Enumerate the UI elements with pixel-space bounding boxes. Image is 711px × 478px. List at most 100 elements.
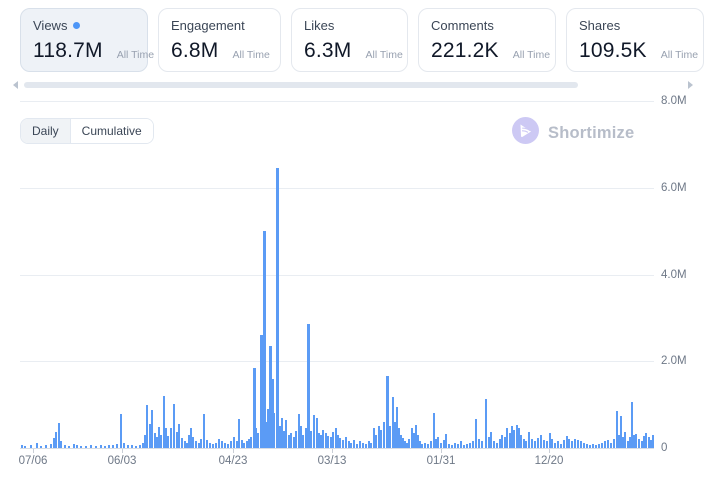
chart-bar: [316, 418, 318, 448]
metric-period: All Time: [512, 49, 551, 61]
chart-bar: [265, 422, 267, 448]
chart-bar: [290, 433, 292, 448]
chart-bar: [40, 446, 42, 448]
chart-bar: [131, 445, 133, 448]
chart-bar: [60, 441, 62, 448]
chart-bar: [139, 445, 141, 448]
chart-bar: [276, 168, 279, 448]
chart-bar: [135, 446, 137, 448]
chart-bar: [116, 444, 118, 448]
chart-bar: [427, 444, 429, 448]
chart-bar: [460, 441, 462, 448]
chart-bar: [255, 428, 257, 448]
chart-bar: [330, 437, 332, 448]
chart-bar: [318, 433, 320, 448]
chart-bar: [339, 438, 341, 448]
shortimize-logo-icon: [512, 117, 539, 149]
chart-bar: [298, 414, 300, 448]
chart-bar: [375, 435, 377, 448]
x-axis-tick: [441, 449, 442, 453]
chart-bar: [100, 445, 102, 448]
chart-bar: [58, 423, 60, 448]
metric-card-engagement[interactable]: Engagement 6.8M All Time: [158, 8, 281, 72]
chart-bar: [267, 409, 269, 448]
chart-bar: [215, 443, 217, 448]
chart-bar: [613, 439, 615, 448]
chart-bar: [392, 397, 394, 448]
chart-bar: [549, 433, 551, 448]
chart-bar: [386, 376, 389, 448]
chart-bar: [475, 419, 477, 448]
chart-bar: [198, 443, 200, 448]
metric-card-shares[interactable]: Shares 109.5K All Time: [566, 8, 704, 72]
chart-bar: [322, 430, 324, 448]
chart-bar: [633, 435, 635, 448]
chart-bar: [551, 439, 553, 448]
chart-bar: [509, 433, 511, 448]
chart-bar: [607, 440, 609, 448]
chart-bar: [163, 396, 165, 448]
chart-bar: [457, 444, 459, 448]
chart-bar: [188, 435, 190, 448]
chart-bar: [90, 445, 92, 448]
chart-bar: [288, 435, 290, 448]
y-axis-label: 8.0M: [661, 95, 687, 107]
chart-bar: [30, 445, 32, 448]
chart-bar: [269, 346, 272, 448]
chart-bar: [378, 426, 380, 448]
chart-bar: [257, 433, 259, 448]
chart-bar: [583, 443, 585, 448]
chart-bar: [518, 428, 520, 448]
x-axis-tick: [33, 449, 34, 453]
chart-bar: [528, 432, 530, 448]
gridline: [20, 274, 654, 276]
chart-bar: [485, 399, 487, 448]
chart-bar: [165, 428, 167, 448]
chart-bar: [190, 428, 192, 448]
metric-value: 6.3M: [304, 39, 352, 62]
chart-bar: [448, 444, 450, 448]
metric-period: All Time: [232, 49, 270, 61]
chart-bar: [506, 428, 508, 448]
chart-bar: [104, 446, 106, 448]
chart-bar: [635, 434, 637, 448]
metric-cards-row: Views 118.7M All Time Engagement 6.8M Al…: [20, 8, 704, 72]
chart-bar: [55, 432, 57, 448]
chart-bar: [499, 439, 501, 448]
chart-bar: [577, 440, 579, 448]
chart-bar: [233, 437, 235, 448]
metric-card-likes[interactable]: Likes 6.3M All Time: [291, 8, 408, 72]
scroll-right-icon[interactable]: [688, 81, 693, 89]
chart-bar: [402, 438, 404, 448]
chart-bar: [85, 446, 87, 448]
chart-bar: [337, 435, 339, 448]
chart-bar: [546, 441, 548, 448]
scroll-left-icon[interactable]: [13, 81, 18, 89]
chart-bar: [504, 437, 506, 448]
cards-horizontal-scrollbar[interactable]: [24, 82, 578, 88]
chart-bar: [332, 432, 334, 448]
chart-bar: [531, 439, 533, 448]
chart-bar: [200, 439, 202, 448]
metric-card-views[interactable]: Views 118.7M All Time: [20, 8, 154, 72]
cumulative-toggle-button[interactable]: Cumulative: [69, 119, 153, 143]
daily-toggle-button[interactable]: Daily: [21, 119, 70, 143]
chart-bar: [127, 445, 129, 448]
chart-bar: [342, 440, 344, 448]
chart-bar: [435, 439, 437, 448]
metric-period: All Time: [660, 49, 699, 61]
metric-label: Comments: [431, 18, 494, 33]
metric-card-comments[interactable]: Comments 221.2K All Time: [418, 8, 556, 72]
chart-bar: [481, 441, 483, 448]
chart-bar: [574, 439, 576, 448]
chart-bar: [380, 430, 382, 448]
chart-bar: [472, 441, 474, 448]
chart-bar: [566, 436, 568, 448]
chart-bar: [76, 445, 78, 448]
chart-bar: [437, 437, 439, 448]
chart-bar: [302, 435, 304, 448]
chart-bar: [629, 437, 631, 448]
chart-bar: [622, 437, 624, 448]
chart-bar: [154, 433, 156, 448]
